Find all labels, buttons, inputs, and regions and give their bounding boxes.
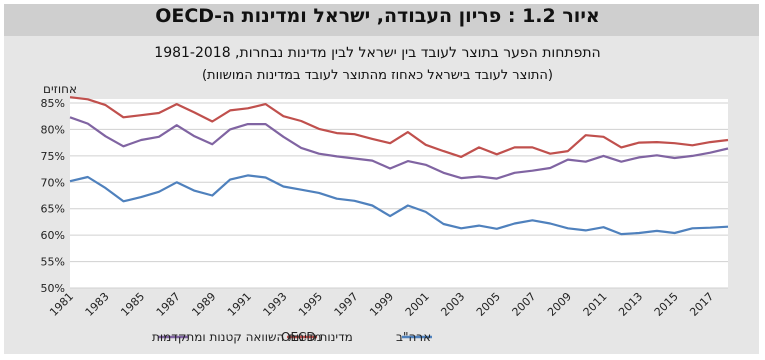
x-tick-label: 1983 — [83, 290, 112, 319]
series-line-2 — [69, 96, 729, 158]
x-tick-label: 2003 — [438, 290, 467, 319]
x-tick-label: 1991 — [225, 290, 254, 319]
y-tick-label: 80% — [41, 123, 65, 136]
x-tick-label: 2007 — [510, 290, 539, 319]
y-axis-label: אחוזים — [43, 82, 77, 96]
y-tick-label: 65% — [41, 203, 65, 216]
x-tick-label: 2013 — [616, 290, 645, 319]
x-tick-label: 2009 — [545, 290, 574, 319]
plot-area — [70, 99, 728, 288]
x-tick-label: 1993 — [261, 290, 290, 319]
x-tick-label: 1985 — [118, 290, 147, 319]
x-tick-label: 1999 — [367, 290, 396, 319]
y-tick-label: 50% — [41, 282, 65, 295]
y-tick-label: 85% — [41, 97, 65, 110]
y-tick-label: 70% — [41, 176, 65, 189]
x-tick-label: 2017 — [687, 290, 716, 319]
x-tick-label: 2001 — [403, 290, 432, 319]
y-tick-label: 55% — [41, 256, 65, 269]
figure-note: (התוצר לעובד בישראל כאחוז מהתוצר לעובד ב… — [201, 68, 553, 83]
legend-label: מדינות השוואה קטנות ומתקדמות — [152, 330, 321, 344]
series-line-3 — [69, 116, 729, 180]
figure-subtitle: התפתחות הפער בתוצר לעובד בין ישראל לבין … — [154, 45, 601, 61]
figure-title: איור 1.2 : פריון העבודה, ישראל ומדינות ה… — [155, 5, 600, 27]
legend-label: מדינות OECD — [281, 330, 353, 344]
x-tick-label: 2015 — [652, 290, 681, 319]
x-tick-label: 1987 — [154, 290, 183, 319]
x-tick-label: 1989 — [189, 290, 218, 319]
legend-label: ארה"ב — [396, 330, 431, 344]
y-tick-label: 60% — [41, 229, 65, 242]
series-line-1 — [69, 174, 729, 236]
x-tick-label: 1995 — [296, 290, 325, 319]
x-tick-label: 2005 — [474, 290, 503, 319]
x-tick-label: 2011 — [581, 290, 610, 319]
x-tick-label: 1997 — [332, 290, 361, 319]
title-bar — [4, 4, 759, 36]
y-tick-label: 75% — [41, 150, 65, 163]
